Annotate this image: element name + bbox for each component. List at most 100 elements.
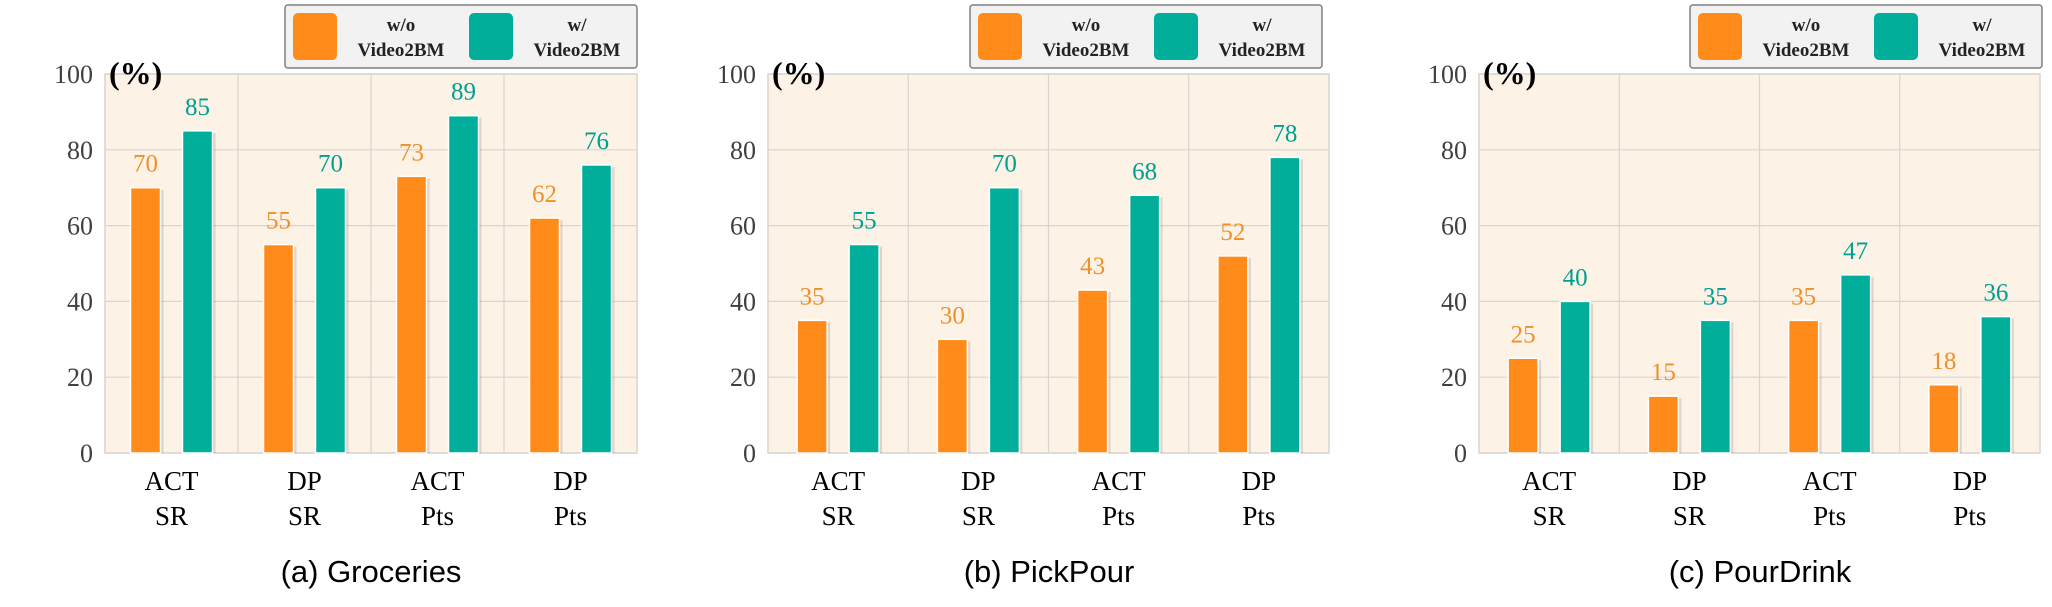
x-tick-label-line2: SR	[822, 501, 855, 531]
bar-with	[580, 164, 613, 454]
y-tick-label: 100	[54, 60, 93, 89]
legend-swatch-with	[1154, 13, 1198, 60]
data-label: 70	[133, 151, 158, 178]
legend-label-line2: Video2BM	[358, 40, 445, 61]
y-tick-label: 20	[730, 363, 756, 392]
bar-without	[262, 243, 295, 454]
data-label: 55	[852, 208, 877, 235]
legend: w/o Video2BM w/Video2BM	[284, 4, 638, 69]
legend-label-line1: w/o	[1792, 15, 1821, 36]
legend-swatch-without	[293, 13, 337, 60]
y-tick-label: 20	[1441, 363, 1467, 392]
legend-label-line1: w/o	[387, 15, 416, 36]
x-tick-label-line1: ACT	[1803, 466, 1858, 496]
data-label: 25	[1511, 321, 1536, 348]
bar-with	[988, 186, 1021, 454]
bar-without	[1928, 384, 1960, 454]
bar-without	[129, 186, 162, 454]
x-tick-label-line1: DP	[287, 466, 322, 496]
bar-without	[1217, 255, 1249, 454]
y-tick-label: 60	[730, 212, 756, 241]
x-tick-label-line2: Pts	[1813, 501, 1846, 531]
legend-label-line2: Video2BM	[534, 40, 621, 61]
unit-label: (%)	[109, 55, 162, 91]
data-label: 40	[1563, 264, 1588, 291]
chart-panel-1: 0 20 40 60 80 100 (%) 70 85 ACT SR 55 70 DP SR 73 89 ACT P…	[54, 4, 638, 589]
data-label: 78	[1272, 120, 1297, 147]
x-tick-label-line2: Pts	[421, 501, 454, 531]
bar-with	[181, 130, 214, 454]
x-tick-label-line2: SR	[1673, 501, 1706, 531]
data-label: 70	[318, 151, 343, 178]
bar-without	[395, 175, 428, 454]
legend-label-line1: w/o	[1072, 15, 1101, 36]
x-tick-label-line2: Pts	[1102, 501, 1135, 531]
y-tick-label: 0	[743, 439, 756, 468]
bar-without	[1507, 357, 1539, 454]
bar-with	[1559, 300, 1591, 454]
bar-with	[1128, 194, 1161, 454]
plot-border	[104, 73, 638, 454]
x-tick-label-line1: ACT	[1522, 466, 1577, 496]
y-tick-label: 100	[717, 60, 756, 89]
data-label: 35	[1703, 283, 1728, 310]
bar-without	[1076, 289, 1109, 454]
y-tick-label: 40	[67, 287, 93, 316]
x-tick-label-line2: Pts	[1242, 501, 1275, 531]
bar-without	[936, 338, 969, 454]
y-tick-label: 40	[730, 287, 756, 316]
data-label: 70	[992, 151, 1017, 178]
bar-with	[447, 114, 480, 454]
legend-label-line1: w/	[1973, 15, 1993, 36]
y-tick-label: 80	[1441, 136, 1467, 165]
x-tick-label-line2: SR	[962, 501, 995, 531]
bar-without	[528, 217, 561, 454]
legend-label-line1: w/	[568, 15, 588, 36]
legend-swatch-with	[1874, 13, 1918, 60]
x-tick-label-line1: ACT	[145, 466, 200, 496]
legend-swatch-with	[469, 13, 513, 60]
x-tick-label-line1: DP	[1953, 466, 1988, 496]
legend: w/o Video2BM w/Video2BM	[969, 4, 1323, 69]
data-label: 89	[451, 79, 476, 106]
legend-label-line2: Video2BM	[1763, 40, 1850, 61]
data-label: 47	[1843, 238, 1868, 265]
data-label: 52	[1220, 219, 1245, 246]
x-tick-label-line2: SR	[1533, 501, 1566, 531]
data-label: 76	[584, 128, 609, 155]
y-tick-label: 60	[1441, 212, 1467, 241]
plot-border	[767, 73, 1330, 454]
data-label: 15	[1651, 359, 1676, 386]
bar-with	[1269, 156, 1301, 454]
bar-with	[314, 186, 347, 454]
bar-without	[796, 319, 828, 454]
y-tick-label: 40	[1441, 287, 1467, 316]
data-label: 73	[399, 139, 424, 166]
y-tick-label: 20	[67, 363, 93, 392]
bar-with	[1980, 315, 2012, 454]
panel-caption: (c) PourDrink	[1669, 554, 1852, 589]
unit-label: (%)	[1483, 55, 1536, 91]
data-label: 35	[800, 283, 825, 310]
y-tick-label: 0	[1454, 439, 1467, 468]
legend-box	[284, 4, 638, 69]
legend-swatch-without	[1698, 13, 1742, 60]
x-tick-label-line2: Pts	[554, 501, 587, 531]
y-tick-label: 0	[80, 439, 93, 468]
bar-without	[1787, 319, 1820, 454]
data-label: 43	[1080, 253, 1105, 280]
legend-box	[1689, 4, 2043, 69]
y-tick-label: 60	[67, 212, 93, 241]
data-label: 62	[532, 181, 557, 208]
x-tick-label-line1: DP	[1672, 466, 1707, 496]
unit-label: (%)	[772, 55, 825, 91]
data-label: 18	[1931, 348, 1956, 375]
x-tick-label-line2: Pts	[1953, 501, 1986, 531]
bar-with	[1699, 319, 1732, 454]
x-tick-label-line1: DP	[553, 466, 588, 496]
data-label: 55	[266, 208, 291, 235]
data-label: 36	[1983, 280, 2008, 307]
bar-with	[848, 243, 880, 454]
legend-label-line2: Video2BM	[1043, 40, 1130, 61]
x-tick-label-line1: ACT	[811, 466, 866, 496]
